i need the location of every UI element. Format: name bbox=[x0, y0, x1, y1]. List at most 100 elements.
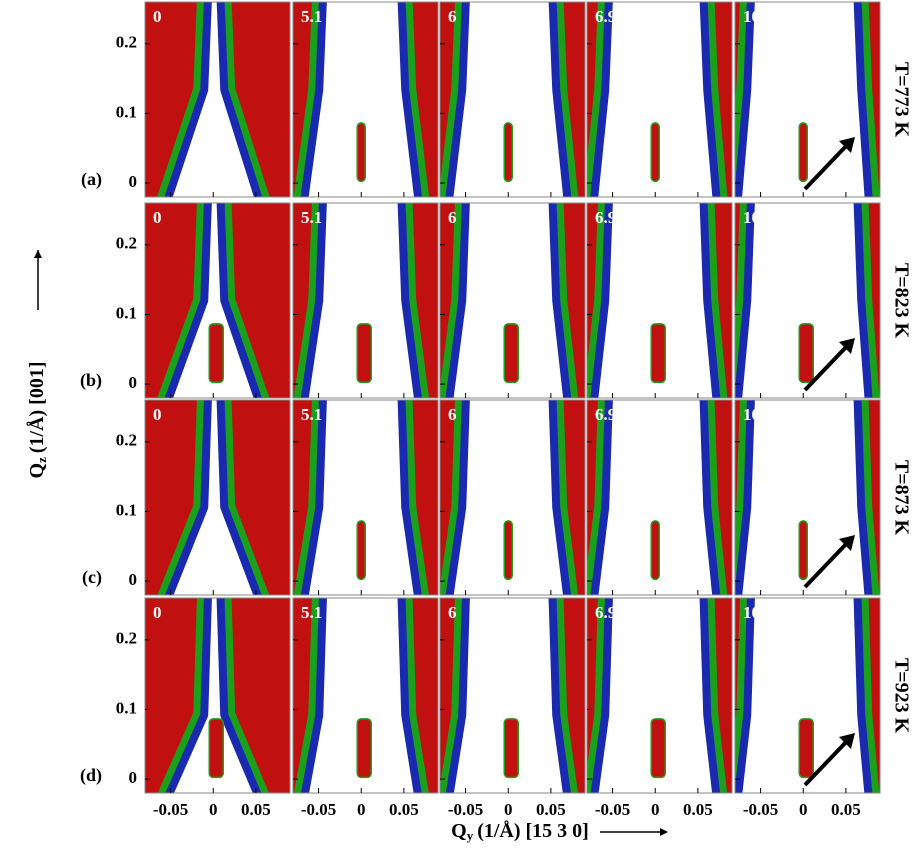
x-unit: (1/Å) [15 3 0] bbox=[477, 819, 589, 842]
x-tick-label: 0 bbox=[357, 800, 366, 819]
intensity-edge bbox=[590, 2, 721, 197]
center-streak bbox=[356, 122, 366, 183]
panel bbox=[735, 400, 880, 595]
x-axis-arrowhead bbox=[660, 828, 668, 836]
y-tick-label: 0.1 bbox=[116, 500, 137, 519]
temperature-label: T=923 K bbox=[890, 658, 912, 734]
center-streak bbox=[798, 520, 808, 581]
arrowhead bbox=[839, 535, 855, 551]
panel-frame bbox=[144, 202, 291, 399]
panel-label: 10.3 bbox=[743, 405, 773, 424]
y-tick-label: 0.1 bbox=[116, 102, 137, 121]
x-tick-label: -0.05 bbox=[743, 800, 778, 819]
panel-frame bbox=[144, 1, 291, 198]
x-tick-label: 0.05 bbox=[536, 800, 566, 819]
arrow bbox=[803, 141, 851, 191]
panel bbox=[293, 598, 438, 793]
panel-frame bbox=[144, 399, 291, 596]
arrowhead bbox=[839, 137, 855, 153]
y-tick-label: 0.2 bbox=[116, 431, 137, 450]
panel-label: 10.3 bbox=[743, 7, 773, 26]
x-symbol: Q bbox=[451, 820, 467, 842]
panel bbox=[735, 2, 880, 197]
y-tick-label: 0.1 bbox=[116, 303, 137, 322]
x-subscript: y bbox=[467, 828, 474, 843]
panel bbox=[293, 2, 438, 197]
panel-frame bbox=[439, 1, 586, 198]
panel-label: 6 bbox=[448, 603, 457, 622]
panel-label: 0 bbox=[153, 7, 162, 26]
x-tick-label: 0 bbox=[504, 800, 513, 819]
intensity-edge bbox=[735, 203, 873, 398]
intensity-edge bbox=[164, 2, 263, 197]
center-streak bbox=[798, 323, 814, 384]
panel bbox=[440, 400, 585, 595]
panel bbox=[587, 400, 732, 595]
x-tick-label: 0 bbox=[799, 800, 808, 819]
x-tick-label: -0.05 bbox=[448, 800, 483, 819]
y-tick-label: 0.1 bbox=[116, 698, 137, 717]
intensity-edge bbox=[590, 400, 721, 595]
center-streak bbox=[650, 520, 660, 581]
center-streak bbox=[503, 122, 513, 183]
intensity-edge bbox=[300, 203, 422, 398]
x-axis-label: Qy (1/Å) [15 3 0] bbox=[451, 819, 589, 843]
panel-frame bbox=[292, 597, 439, 794]
panel-frame bbox=[586, 399, 733, 596]
panel-label: 0 bbox=[153, 603, 162, 622]
x-tick-label: -0.05 bbox=[595, 800, 630, 819]
intensity-edge bbox=[300, 400, 422, 595]
y-tick-label: 0 bbox=[129, 172, 138, 191]
panel-label: 6.9 bbox=[595, 208, 616, 227]
panel-frame bbox=[586, 597, 733, 794]
intensity-edge bbox=[445, 400, 572, 595]
panel-frame bbox=[439, 399, 586, 596]
panel-label: 6.9 bbox=[595, 7, 616, 26]
panel-frame bbox=[734, 399, 881, 596]
panel-frame bbox=[439, 597, 586, 794]
y-tick-label: 0.2 bbox=[116, 629, 137, 648]
y-unit: (1/Å) [001] bbox=[25, 362, 48, 454]
intensity-edge bbox=[735, 400, 873, 595]
panel bbox=[440, 598, 585, 793]
panel-label: 0 bbox=[153, 405, 162, 424]
panel-frame bbox=[292, 1, 439, 198]
panel-label: 5.1 bbox=[301, 7, 322, 26]
panel bbox=[440, 2, 585, 197]
center-streak bbox=[356, 520, 366, 581]
intensity-edge bbox=[300, 598, 422, 793]
intensity-edge bbox=[590, 203, 721, 398]
x-tick-label: 0 bbox=[209, 800, 218, 819]
panel-frame bbox=[586, 202, 733, 399]
intensity-edge bbox=[300, 2, 423, 197]
y-subscript: z bbox=[34, 457, 49, 463]
panel-frame bbox=[586, 1, 733, 198]
y-tick-label: 0.2 bbox=[116, 33, 137, 52]
panel bbox=[587, 2, 732, 197]
center-streak bbox=[503, 718, 519, 779]
center-streak bbox=[208, 718, 224, 779]
center-streak bbox=[503, 323, 519, 384]
intensity-edge bbox=[445, 203, 572, 398]
panel bbox=[145, 203, 290, 398]
panel-label: 5.1 bbox=[301, 208, 322, 227]
panel-label: 6 bbox=[448, 208, 457, 227]
center-streak bbox=[798, 122, 808, 183]
row-label: (a) bbox=[81, 169, 102, 190]
x-tick-label: 0.05 bbox=[241, 800, 271, 819]
panel-label: 10.3 bbox=[743, 208, 773, 227]
intensity-edge bbox=[164, 203, 263, 398]
center-streak bbox=[356, 323, 372, 384]
center-streak bbox=[650, 718, 666, 779]
intensity-edge bbox=[735, 2, 873, 197]
row-label: (d) bbox=[80, 765, 102, 786]
panel bbox=[293, 203, 438, 398]
arrow bbox=[803, 342, 851, 392]
panel-label: 6 bbox=[448, 7, 457, 26]
temperature-label: T=823 K bbox=[890, 263, 912, 339]
center-streak bbox=[356, 718, 372, 779]
y-axis-label: Qz (1/Å) [001] bbox=[25, 362, 49, 479]
y-tick-label: 0.2 bbox=[116, 234, 137, 253]
panel-label: 6.9 bbox=[595, 405, 616, 424]
